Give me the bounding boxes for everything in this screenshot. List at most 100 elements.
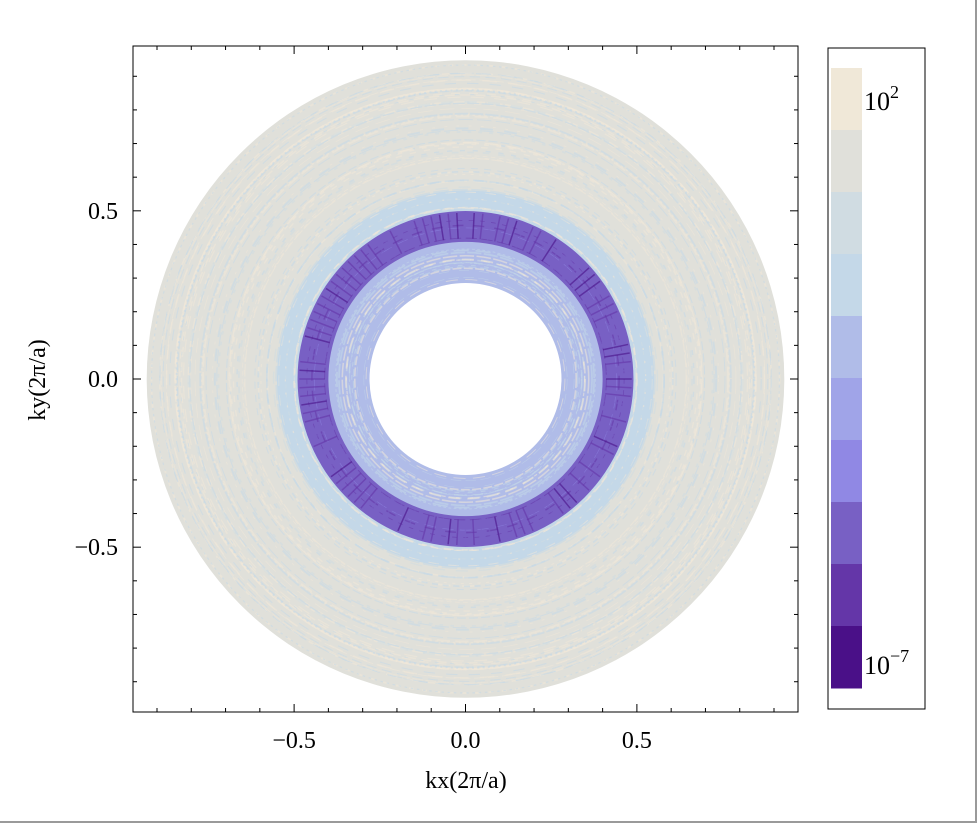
heatmap-streak xyxy=(200,114,731,644)
heatmap-striation xyxy=(347,260,367,281)
heatmap-streak xyxy=(188,102,743,656)
heatmap-striation xyxy=(300,360,326,366)
heatmap-streak xyxy=(277,191,654,567)
x-tick-label: 0.0 xyxy=(451,728,481,754)
heatmap-striation xyxy=(604,400,630,406)
heatmap-striation xyxy=(299,385,326,389)
heatmap-streak xyxy=(232,146,699,612)
heatmap-striation xyxy=(593,310,618,323)
heatmap-striation xyxy=(564,477,584,498)
heatmap-streak xyxy=(352,266,579,492)
heatmap-striation xyxy=(397,226,410,251)
heatmap-striation xyxy=(586,448,610,463)
heatmap-striation xyxy=(438,214,445,241)
heatmap-striation xyxy=(515,509,526,535)
colorbar-swatch xyxy=(831,192,862,255)
heatmap-streak xyxy=(254,167,677,591)
heatmap-striation xyxy=(335,273,357,292)
heatmap-striation xyxy=(593,435,618,448)
heatmap-streak xyxy=(228,141,703,617)
heatmap-striation xyxy=(605,385,632,389)
heatmap-streak xyxy=(174,88,757,670)
heatmap-striation xyxy=(353,254,373,276)
heatmap-streak xyxy=(225,139,706,619)
colorbar-swatch xyxy=(831,316,862,379)
colorbar-swatch xyxy=(831,564,862,627)
heatmap-striation xyxy=(367,492,384,514)
heatmap-striation xyxy=(367,244,384,266)
heatmap-striation xyxy=(569,267,590,286)
axis-ticks xyxy=(133,46,798,712)
window-border-bottom xyxy=(0,821,977,823)
heatmap-striation xyxy=(304,335,330,344)
heatmap-striation xyxy=(586,295,610,310)
heatmap-streak xyxy=(216,129,715,629)
heatmap-striation xyxy=(486,517,493,544)
heatmap-striation xyxy=(598,421,624,432)
heatmap-striation xyxy=(381,500,396,524)
heatmap-streak xyxy=(260,173,671,585)
heatmap-streak xyxy=(241,155,690,603)
heatmap-hole xyxy=(369,283,562,475)
x-tick-label: −0.5 xyxy=(272,728,316,754)
heatmap-striation xyxy=(313,310,338,323)
heatmap-streak xyxy=(351,264,580,494)
heatmap-streak xyxy=(325,238,606,520)
heatmap-striation xyxy=(430,516,438,542)
heatmap-striation xyxy=(493,516,501,542)
heatmap-striation xyxy=(302,343,329,351)
heatmap-striation xyxy=(558,482,578,504)
heatmap-streak xyxy=(161,74,770,684)
heatmap-striation xyxy=(569,472,590,491)
heatmap-striation xyxy=(553,487,571,509)
heatmap-striation xyxy=(430,216,438,242)
heatmap-streak xyxy=(275,188,656,570)
heatmap-striation xyxy=(421,514,430,540)
heatmap-striation xyxy=(578,280,601,297)
heatmap-striation xyxy=(301,352,327,358)
heatmap-striation xyxy=(479,213,484,240)
heatmap-striation xyxy=(605,392,631,398)
heatmap-striation xyxy=(304,414,330,423)
y-tick-label: −0.5 xyxy=(74,535,118,561)
heatmap-striation xyxy=(535,500,550,524)
heatmap-striation xyxy=(310,428,335,440)
heatmap-streak xyxy=(284,198,647,560)
heatmap-striation xyxy=(541,239,557,262)
heatmap-striation xyxy=(301,400,327,406)
heatmap-striation xyxy=(299,369,326,373)
heatmap-striation xyxy=(590,442,614,456)
heatmap-streak xyxy=(175,89,756,669)
heatmap-striation xyxy=(501,514,510,540)
heatmap-streak xyxy=(150,64,781,694)
heatmap-streak xyxy=(159,72,772,686)
heatmap-striation xyxy=(341,267,362,286)
heatmap-streak xyxy=(179,92,752,666)
heatmap-striation xyxy=(325,454,349,471)
heatmap-striation xyxy=(596,428,621,440)
heatmap-streak xyxy=(199,112,732,646)
heatmap-striation xyxy=(325,287,349,304)
heatmap-streak xyxy=(272,186,659,572)
heatmap-streak xyxy=(348,262,583,496)
heatmap-streak xyxy=(190,103,741,655)
heatmap-streak xyxy=(166,79,765,679)
heatmap-striation xyxy=(558,254,578,276)
heatmap-striation xyxy=(397,507,410,532)
heatmap-streak xyxy=(335,248,596,510)
y-tick-label: 0.0 xyxy=(88,367,118,393)
heatmap-striation xyxy=(582,287,606,304)
colorbar-label-max: 102 xyxy=(864,82,899,116)
colorbar-swatch xyxy=(831,130,862,193)
heatmap-streak xyxy=(341,254,590,504)
heatmap-striation xyxy=(307,421,333,432)
heatmap-striation xyxy=(389,503,403,528)
heatmap-streak xyxy=(265,179,666,579)
heatmap-striation xyxy=(521,226,534,251)
heatmap-streak xyxy=(212,125,719,633)
heatmap-striation xyxy=(578,461,601,478)
heatmap-streak xyxy=(213,127,718,631)
heatmap-striation xyxy=(438,517,445,544)
heatmap-striation xyxy=(508,512,518,538)
colorbar-swatch xyxy=(831,626,862,689)
